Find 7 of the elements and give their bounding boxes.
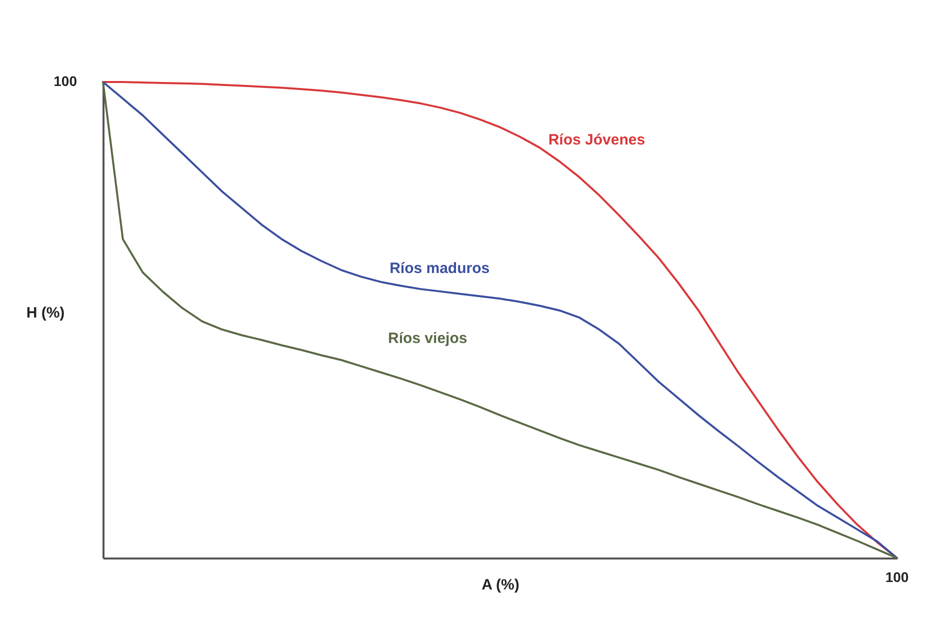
x-axis-title: A (%) <box>482 576 520 594</box>
text: 100 <box>885 569 909 585</box>
y-axis-title: H (%) <box>26 304 65 322</box>
series-label: Ríos Jóvenes <box>548 132 646 149</box>
text: 100 <box>54 73 78 89</box>
series-label: Ríos viejos <box>388 330 468 348</box>
series-label: Ríos maduros <box>390 260 490 278</box>
